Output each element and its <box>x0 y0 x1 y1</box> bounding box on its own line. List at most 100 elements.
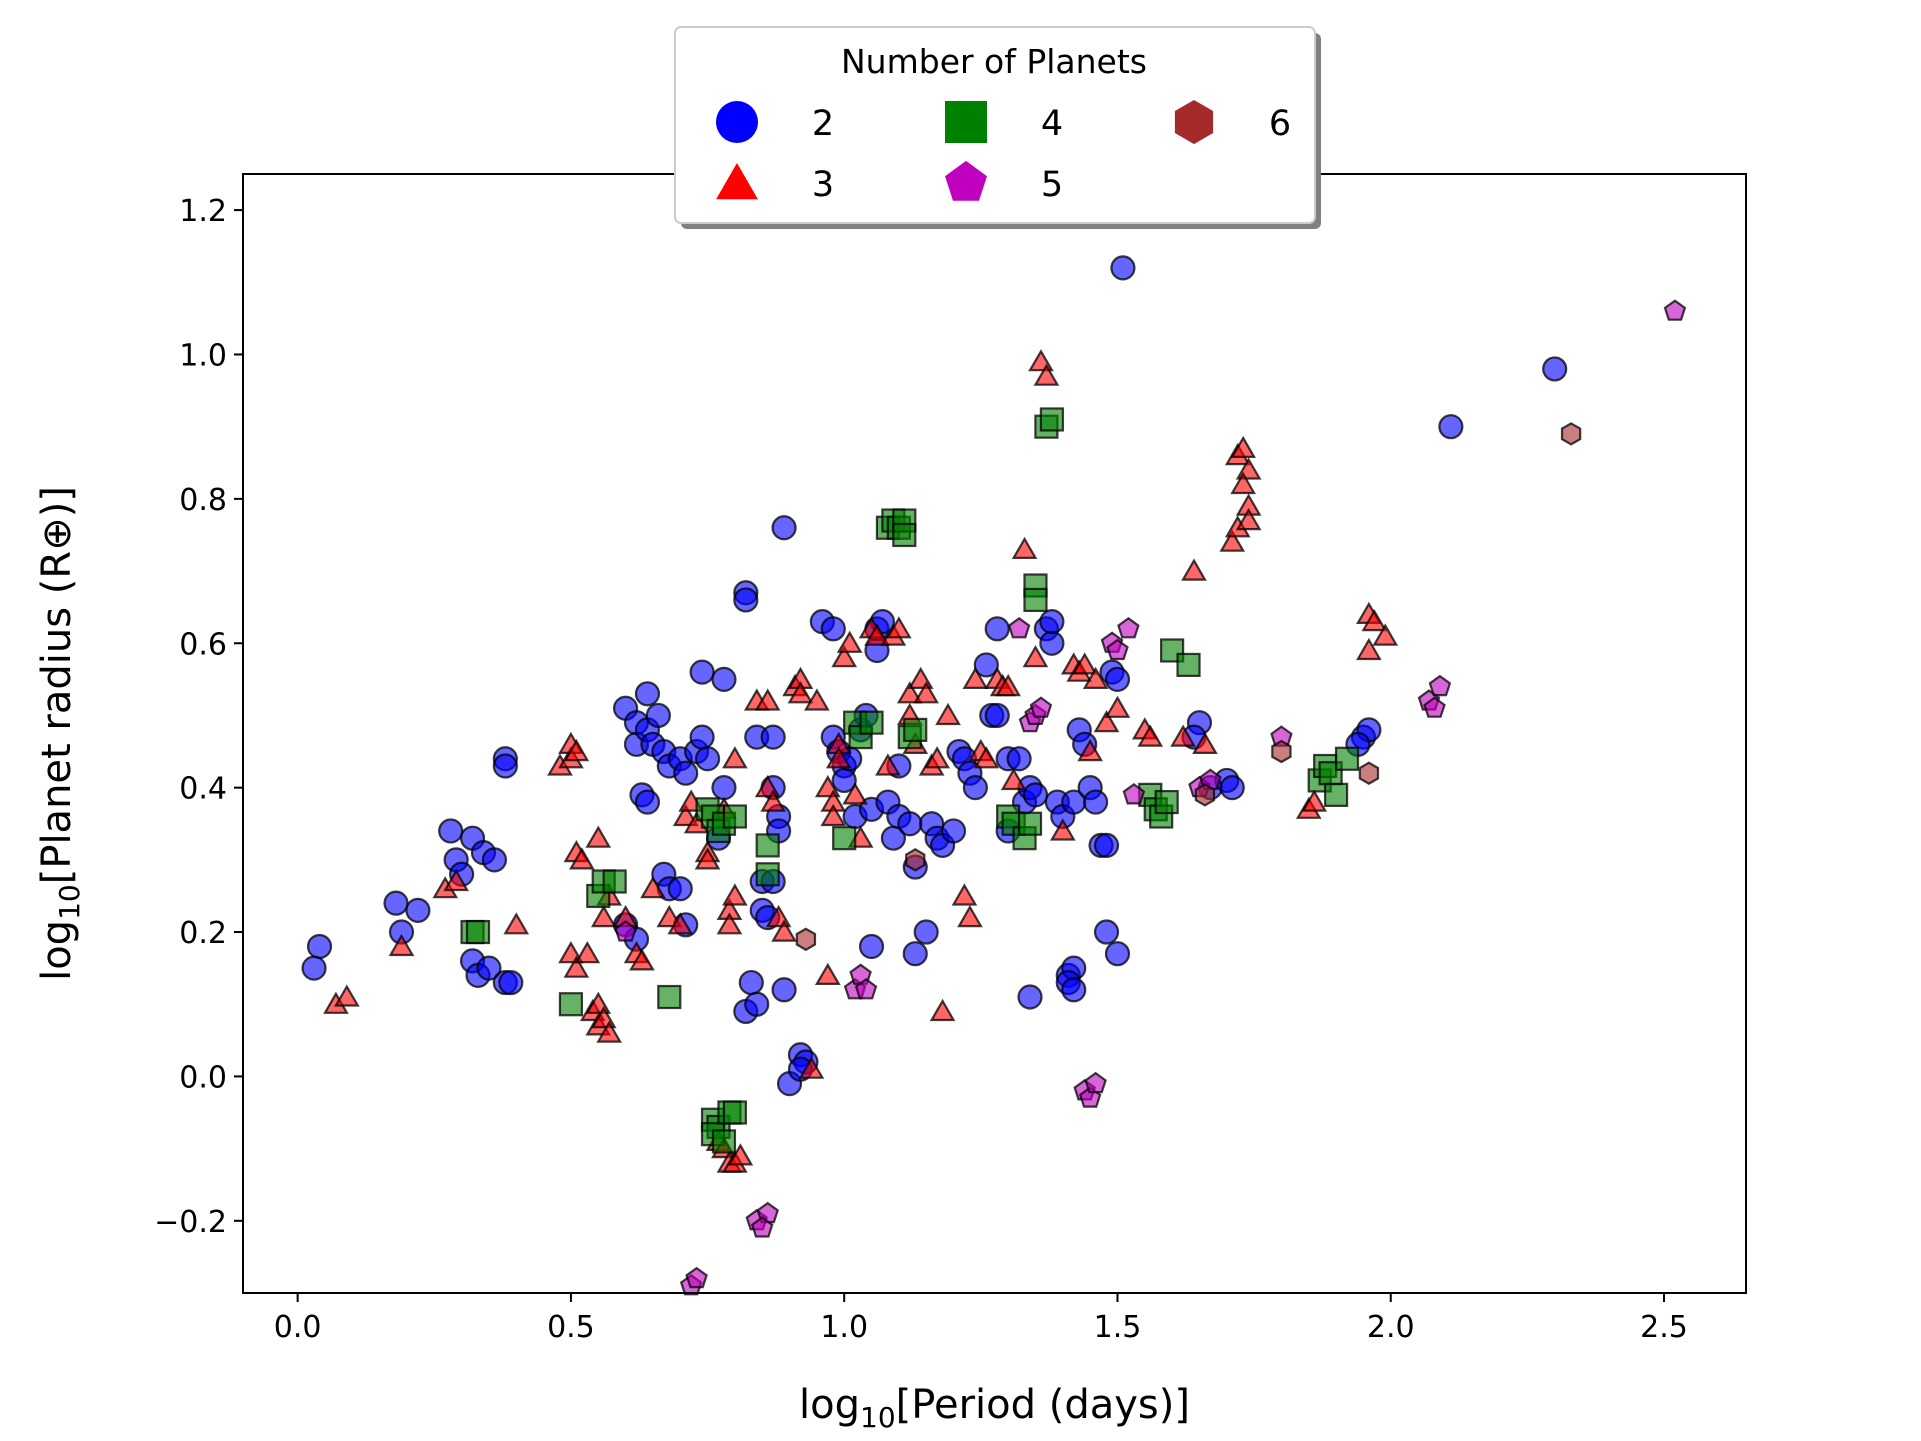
data-point <box>905 848 926 872</box>
data-point <box>685 1266 708 1289</box>
data-point <box>795 927 817 952</box>
data-point <box>405 897 431 923</box>
y-axis-label: log10[Planet radius (R⊕)] <box>34 486 86 981</box>
data-point <box>1039 630 1065 656</box>
data-point <box>722 804 747 829</box>
data-point <box>1104 695 1131 718</box>
data-point <box>1017 984 1043 1010</box>
data-point <box>1219 529 1246 552</box>
y-tick-label: 0.8 <box>179 483 227 518</box>
data-point <box>902 941 928 967</box>
data-point <box>498 969 524 996</box>
data-point <box>667 912 694 935</box>
data-point <box>1006 746 1032 772</box>
data-point <box>1023 587 1048 613</box>
data-point <box>1106 638 1129 661</box>
data-point <box>1358 761 1380 785</box>
data-point <box>563 955 590 978</box>
data-point <box>634 789 661 815</box>
data-point <box>820 616 846 642</box>
data-point <box>984 616 1010 642</box>
legend-entry-3: 3 <box>716 163 834 205</box>
data-point <box>438 818 464 844</box>
data-point <box>831 645 858 668</box>
legend-label: 5 <box>1041 165 1063 205</box>
data-point <box>858 933 885 960</box>
data-point <box>1438 414 1464 440</box>
data-point <box>306 933 333 960</box>
data-point <box>1194 783 1216 807</box>
legend-label: 4 <box>1041 104 1063 144</box>
data-point <box>465 919 491 945</box>
legend-label: 2 <box>812 104 834 144</box>
data-point <box>1176 652 1201 678</box>
legend-entry-2: 2 <box>716 101 834 144</box>
data-point <box>492 753 518 779</box>
data-point <box>984 702 1010 729</box>
data-point <box>1192 731 1218 755</box>
data-point <box>711 775 737 801</box>
data-point <box>656 904 683 928</box>
data-point <box>1301 789 1328 812</box>
data-point <box>1050 818 1076 841</box>
data-point <box>1007 616 1031 639</box>
data-point <box>820 803 847 827</box>
data-point <box>1271 739 1292 764</box>
data-point <box>1219 775 1245 801</box>
data-point <box>1022 644 1049 668</box>
legend-title: Number of Planets <box>841 42 1147 81</box>
data-point <box>672 803 699 827</box>
data-point <box>875 753 901 776</box>
data-point <box>733 587 759 613</box>
data-point <box>1071 652 1098 675</box>
y-tick-label: 0.2 <box>179 916 227 951</box>
plot-points <box>301 255 1687 1296</box>
data-point <box>1084 1071 1107 1094</box>
data-point <box>1137 724 1164 747</box>
data-point <box>716 912 743 935</box>
data-point <box>798 1056 825 1079</box>
series-5 <box>614 299 1687 1296</box>
data-point <box>973 652 999 678</box>
data-point <box>563 738 590 762</box>
data-point <box>935 702 961 726</box>
data-point <box>940 818 967 844</box>
data-point <box>640 876 666 899</box>
y-tick-label: 1.0 <box>179 338 227 373</box>
legend-marker <box>945 101 987 143</box>
x-axis: 0.0 0.5 1.0 1.5 2.0 2.5 <box>274 1293 1688 1345</box>
data-point <box>738 969 764 996</box>
data-point <box>1093 709 1120 733</box>
data-point <box>629 948 655 971</box>
data-point <box>1083 789 1109 815</box>
data-point <box>913 919 939 945</box>
data-point <box>1029 696 1053 718</box>
data-point <box>711 1129 737 1154</box>
data-point <box>503 912 530 935</box>
data-point <box>1033 363 1060 386</box>
legend-label: 6 <box>1269 104 1291 144</box>
data-point <box>1104 666 1131 692</box>
x-tick-label: 1.0 <box>820 1310 868 1345</box>
data-point <box>1423 696 1446 718</box>
data-point <box>1361 609 1388 632</box>
data-point <box>721 883 748 906</box>
data-point <box>667 876 693 902</box>
data-point <box>727 1143 754 1166</box>
data-point <box>885 616 912 639</box>
data-point <box>814 962 841 986</box>
data-point <box>957 904 983 928</box>
data-point <box>1082 666 1109 690</box>
data-point <box>1061 977 1087 1003</box>
data-point <box>689 659 715 685</box>
x-tick-label: 2.0 <box>1367 1310 1415 1345</box>
data-point <box>694 746 721 772</box>
data-point <box>913 681 939 704</box>
data-point <box>750 1216 774 1238</box>
data-point <box>1122 783 1146 805</box>
data-point <box>951 883 978 906</box>
legend-box <box>674 26 1316 224</box>
data-point <box>1077 738 1104 762</box>
data-point <box>754 688 781 711</box>
